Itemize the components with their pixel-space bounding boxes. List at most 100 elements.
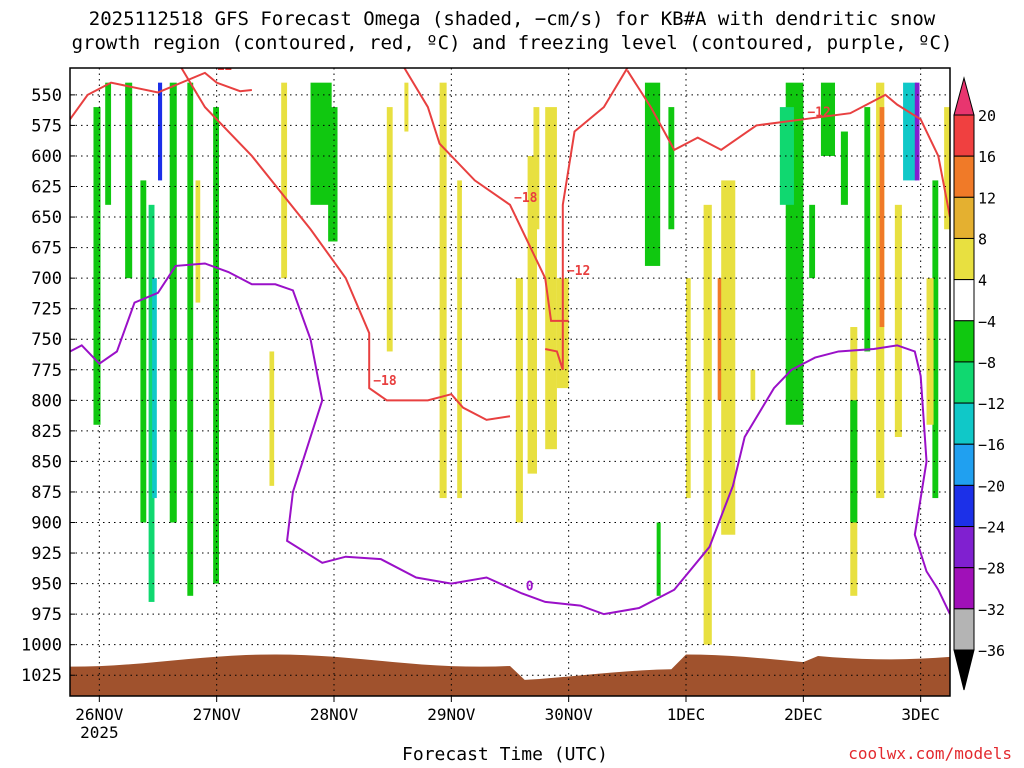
- y-tick-label-625: 625: [31, 178, 62, 198]
- x-year-label: 2025: [80, 723, 119, 742]
- colorbar-label-3: 8: [978, 230, 987, 248]
- colorbar-label-6: −8: [978, 354, 996, 372]
- colorbar-swatch-9: [953, 484, 975, 528]
- y-tick-label-1025: 1025: [21, 666, 62, 686]
- colorbar-swatch-11: [953, 567, 975, 610]
- y-tick-label-850: 850: [31, 452, 62, 472]
- dgz-contour-line-3: [544, 68, 629, 371]
- y-tick-label-725: 725: [31, 300, 62, 320]
- dgz-contour-label-1: −18: [373, 374, 397, 389]
- colorbar-label-0: 20: [978, 107, 996, 125]
- y-tick-label-900: 900: [31, 514, 62, 534]
- colorbar-label-8: −16: [978, 436, 1005, 454]
- colorbar-label-1: 16: [978, 148, 996, 166]
- x-tick-label-0: 26NOV: [75, 705, 124, 724]
- colorbar-swatch-8: [953, 443, 975, 486]
- colorbar-swatch-7: [953, 402, 975, 445]
- omega-shade-13: [310, 82, 332, 205]
- omega-shade-26: [668, 107, 675, 230]
- omega-shade-14: [328, 107, 338, 242]
- colorbar-swatch-10: [953, 526, 975, 569]
- omega-shade-17: [439, 82, 447, 499]
- x-tick-label-3: 29NOV: [427, 705, 476, 724]
- omega-shade-39: [864, 107, 871, 352]
- omega-shade-44: [914, 82, 920, 181]
- colorbar-swatch-5: [953, 320, 975, 363]
- omega-shade-10: [195, 180, 201, 303]
- omega-shade-34: [809, 204, 816, 279]
- y-tick-label-925: 925: [31, 544, 62, 564]
- omega-shade-22: [545, 107, 557, 450]
- omega-shade-3: [140, 180, 147, 523]
- omega-shade-47: [944, 107, 950, 230]
- colorbar-bottom-arrow: [953, 649, 975, 691]
- omega-shade-11: [281, 82, 288, 279]
- y-tick-label-575: 575: [31, 116, 62, 136]
- colorbar-swatch-2: [953, 196, 975, 239]
- freezing-contour-line-0: [70, 262, 950, 616]
- y-tick-label-550: 550: [31, 86, 62, 106]
- y-tick-label-700: 700: [31, 269, 62, 289]
- colorbar-swatch-0: [953, 114, 975, 157]
- dgz-contour-label-0: −12: [209, 59, 232, 74]
- colorbar-label-10: −24: [978, 519, 1005, 537]
- colorbar-label-7: −12: [978, 395, 1005, 413]
- dgz-contour-label-4: −12: [807, 105, 830, 120]
- omega-shade-42: [894, 204, 902, 437]
- colorbar-label-12: −32: [978, 601, 1005, 619]
- dgz-contour-line-4: [626, 69, 950, 218]
- x-tick-label-5: 1DEC: [667, 705, 706, 724]
- omega-shade-33: [779, 107, 794, 205]
- x-tick-label-6: 2DEC: [784, 705, 823, 724]
- omega-shade-0: [93, 107, 101, 425]
- omega-shade-29: [721, 180, 736, 535]
- colorbar-label-13: −36: [978, 642, 1005, 660]
- omega-shade-18: [457, 180, 462, 499]
- omega-shade-24: [656, 522, 661, 596]
- y-tick-label-975: 975: [31, 605, 62, 625]
- omega-shade-35: [820, 82, 836, 156]
- y-tick-label-650: 650: [31, 208, 62, 228]
- omega-shade-4: [148, 204, 155, 602]
- colorbar-label-2: 12: [978, 189, 996, 207]
- colorbar-swatch-3: [953, 237, 975, 281]
- chart-title-line-2: growth region (contoured, red, ºC) and f…: [71, 32, 953, 54]
- x-tick-label-4: 30NOV: [545, 705, 594, 724]
- y-tick-label-825: 825: [31, 422, 62, 442]
- colorbar-swatch-12: [953, 608, 975, 651]
- omega-shade-45: [932, 180, 939, 499]
- colorbar-swatch-4: [953, 279, 975, 322]
- colorbar-label-4: 4: [978, 272, 987, 290]
- colorbar-swatch-6: [953, 361, 975, 404]
- colorbar-label-11: −28: [978, 560, 1005, 578]
- dgz-contour-line-0: [70, 71, 252, 120]
- x-axis-title: Forecast Time (UTC): [402, 744, 608, 765]
- omega-shade-38: [850, 400, 858, 523]
- plot-frame: [69, 67, 951, 697]
- chart-title-line-1: 2025112518 GFS Forecast Omega (shaded, −…: [88, 8, 936, 30]
- omega-shade-31: [750, 369, 756, 401]
- omega-shade-30: [686, 278, 691, 499]
- omega-shade-2: [125, 82, 133, 279]
- colorbar-label-9: −20: [978, 477, 1005, 495]
- omega-shade-15: [386, 107, 393, 352]
- omega-shade-46: [926, 278, 934, 425]
- omega-shade-28: [717, 278, 724, 401]
- y-tick-label-800: 800: [31, 391, 62, 411]
- x-tick-label-2: 28NOV: [310, 705, 359, 724]
- freezing-contour-label-0: 0: [526, 579, 534, 594]
- omega-shade-16: [404, 82, 409, 132]
- omega-shade-5: [152, 278, 157, 499]
- dgz-contour-line-1: [180, 68, 511, 421]
- y-tick-label-875: 875: [31, 483, 62, 503]
- omega-shade-36: [840, 131, 848, 205]
- dgz-contour-line-2: [403, 68, 569, 322]
- omega-shade-19: [515, 278, 523, 523]
- omega-shade-1: [105, 82, 112, 205]
- x-tick-label-1: 27NOV: [193, 705, 242, 724]
- x-tick-label-7: 3DEC: [901, 705, 940, 724]
- omega-shade-25: [644, 82, 661, 266]
- omega-shade-12: [269, 351, 275, 486]
- colorbar-swatch-1: [953, 155, 975, 198]
